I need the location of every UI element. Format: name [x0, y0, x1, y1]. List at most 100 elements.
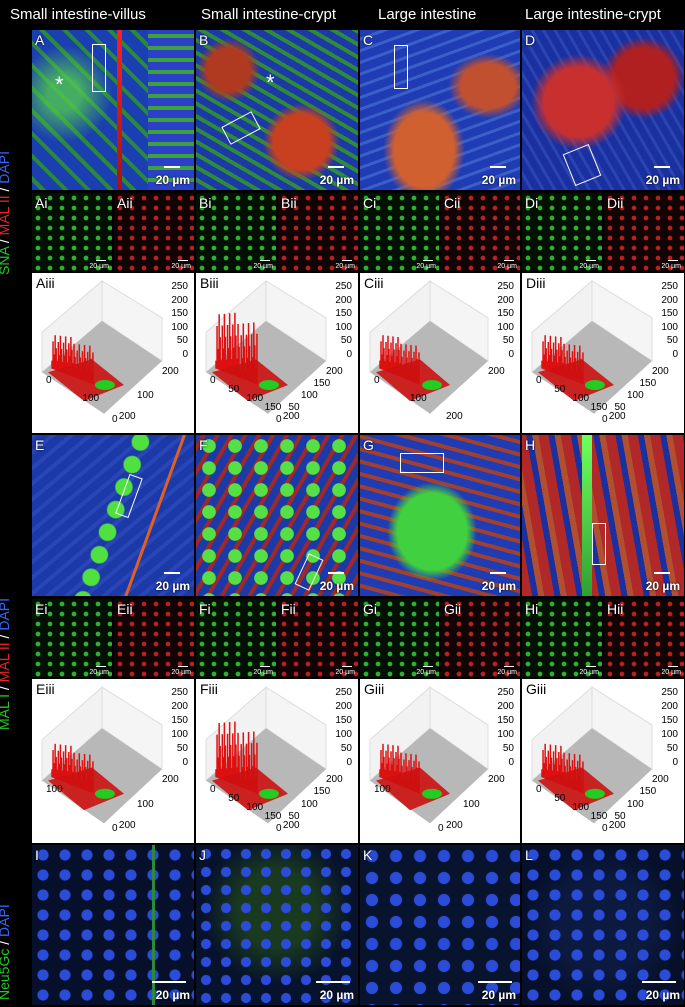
x-tick-label: 200: [282, 820, 300, 832]
z-tick-label: 50: [176, 742, 188, 754]
x-tick-label: 200: [118, 820, 136, 832]
scale-bar-label: 20 µm: [645, 579, 680, 593]
plot-svg: [531, 686, 653, 824]
x-tick-label: 0: [210, 783, 216, 795]
z-tick-label: 250: [335, 281, 352, 292]
channel-panel: Dii 20 µm: [604, 193, 684, 271]
z-tick-label: 200: [171, 294, 188, 306]
x-tick-label: 150: [590, 401, 608, 413]
z-tick-label: 0: [346, 756, 352, 768]
plot-label: Giii: [364, 681, 385, 697]
surface-red: [212, 359, 288, 401]
plot-label: Aiii: [36, 275, 55, 291]
channel-panel-label: Ei: [35, 601, 48, 617]
z-tick-label: 50: [502, 335, 514, 347]
scale-bar-label: 20 µm: [416, 669, 436, 676]
x-tick-label: 0: [46, 375, 52, 387]
channel-panel-label: Di: [525, 195, 539, 211]
z-tick-label: 100: [171, 321, 188, 333]
z-tick-label: 150: [335, 308, 352, 320]
z-tick-label: 200: [335, 294, 352, 306]
channel-panel-label: Aii: [117, 195, 133, 211]
y-tick-label: 150: [313, 377, 331, 389]
z-tick-label: 0: [672, 756, 678, 768]
asterisk-icon: *: [55, 72, 64, 97]
surface-green: [584, 788, 605, 799]
z-tick-label: 0: [182, 756, 188, 768]
z-tick-label: 150: [335, 715, 352, 727]
scale-bar-label: 20 µm: [253, 263, 273, 270]
z-tick-label: 250: [171, 281, 188, 292]
surface-red: [376, 767, 450, 811]
side-label-neu5gc-dapi: Neu5Gc / DAPI: [0, 904, 12, 1000]
z-tick-label: 100: [497, 729, 514, 741]
x-tick-label: 100: [46, 783, 63, 795]
y-tick-label: 200: [162, 365, 179, 377]
x-tick-label: 50: [554, 384, 566, 396]
z-tick-label: 250: [661, 281, 678, 292]
plot-svg: [369, 279, 489, 414]
z-tick-label: 100: [661, 321, 678, 333]
x-tick-label: 0: [374, 375, 380, 387]
panel-label-e: E: [35, 437, 45, 453]
x-tick-label: 150: [264, 811, 282, 823]
channel-panel: Hi 20 µm: [522, 599, 602, 677]
micrograph-panel-l: L 20 µm: [522, 845, 684, 1005]
side-sep: /: [0, 937, 12, 949]
header-small-intestine-crypt: Small intestine-crypt: [201, 6, 337, 23]
z-tick-label: 250: [661, 687, 678, 699]
surface-green: [94, 380, 115, 390]
scale-bar-label: 20 µm: [579, 263, 599, 270]
x-tick-label: 200: [446, 820, 463, 832]
x-tick-label: 200: [118, 410, 136, 422]
y-tick-label: 200: [652, 774, 669, 786]
y-tick-label: 0: [602, 413, 608, 425]
channel-panel-label: Cii: [444, 195, 461, 211]
x-tick-label: 150: [264, 401, 282, 413]
roi-box: [592, 523, 606, 565]
channel-panel: Fi 20 µm: [196, 599, 276, 677]
channel-panel: Gii 20 µm: [441, 599, 520, 677]
z-tick-label: 200: [497, 294, 514, 306]
scale-bar-label: 20 µm: [155, 579, 190, 593]
roi-box: [221, 111, 261, 145]
plot-label: Biii: [200, 275, 219, 291]
scale-bar-label: 20 µm: [661, 669, 681, 676]
z-tick-label: 0: [346, 349, 352, 360]
z-tick-label: 150: [497, 715, 514, 727]
side-label-neu5gc: Neu5Gc: [0, 948, 12, 1000]
green-line: [152, 845, 155, 1005]
y-tick-label: 100: [627, 389, 644, 401]
panel-label-d: D: [525, 32, 536, 48]
scale-bar-label: 20 µm: [319, 173, 354, 187]
plot-label: Diii: [526, 275, 546, 291]
panel-label-a: A: [35, 32, 45, 48]
x-tick-label: 50: [228, 792, 240, 804]
scale-bar-label: 20 µm: [416, 263, 436, 270]
header-large-intestine: Large intestine: [378, 6, 477, 23]
y-tick-label: 200: [488, 774, 505, 786]
y-tick-label: 50: [288, 811, 300, 823]
x-tick-label: 100: [572, 802, 590, 813]
y-tick-label: 0: [438, 823, 444, 835]
plot-label: Eiii: [36, 681, 55, 697]
z-tick-label: 200: [335, 701, 352, 713]
micrograph-panel-i: I 20 µm: [32, 845, 194, 1005]
side-label-sna-mal2-dapi: SNA / MAL II / DAPI: [0, 151, 12, 275]
roi-box: [92, 44, 106, 92]
z-tick-label: 100: [661, 729, 678, 741]
micrograph-panel-b: * B 20 µm: [196, 30, 358, 190]
y-tick-label: 200: [326, 365, 343, 377]
scale-bar-label: 20 µm: [155, 988, 190, 1002]
surface-green: [422, 788, 442, 799]
z-tick-label: 100: [497, 321, 514, 333]
x-tick-label: 0: [536, 375, 542, 387]
channel-panel: Ci 20 µm: [360, 193, 439, 271]
z-tick-label: 100: [171, 729, 188, 741]
channel-panel: Di 20 µm: [522, 193, 602, 271]
z-tick-label: 200: [661, 294, 678, 306]
scale-bar-label: 20 µm: [155, 173, 190, 187]
goblet-cells: [60, 435, 164, 596]
x-tick-label: 50: [554, 792, 566, 804]
scale-bar-label: 20 µm: [89, 669, 109, 676]
